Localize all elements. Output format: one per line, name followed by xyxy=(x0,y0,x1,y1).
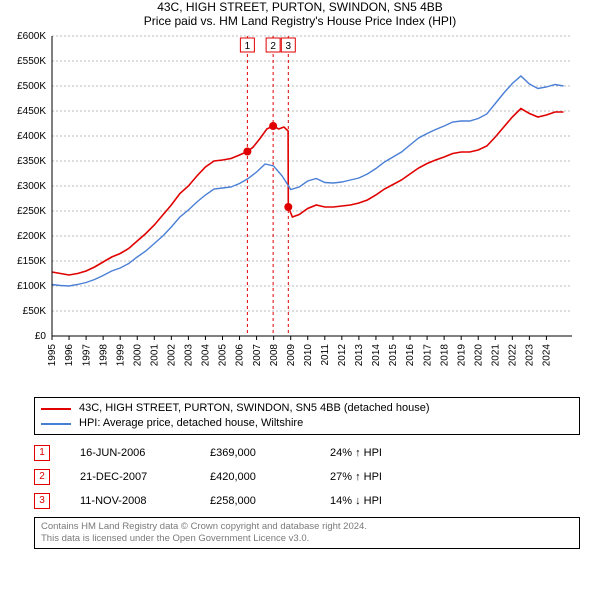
transaction-marker: 3 xyxy=(34,493,50,509)
transaction-row: 3 11-NOV-2008£258,00014% ↓ HPI xyxy=(34,489,580,513)
transaction-delta: 27% ↑ HPI xyxy=(330,471,382,483)
svg-text:2012: 2012 xyxy=(337,344,348,367)
svg-text:£550K: £550K xyxy=(17,56,46,67)
svg-text:2010: 2010 xyxy=(303,344,314,367)
price-chart: £0 £50K £100K £150K £200K £250K £300K £350K £400… xyxy=(0,28,600,391)
transaction-date: 11-NOV-2008 xyxy=(80,495,210,507)
chart-svg: £0 £50K £100K £150K £200K £250K £300K £350K £400… xyxy=(0,28,600,386)
transaction-price: £369,000 xyxy=(210,447,330,459)
svg-text:2013: 2013 xyxy=(354,344,365,367)
transaction-delta: 14% ↓ HPI xyxy=(330,495,382,507)
svg-text:2001: 2001 xyxy=(149,344,160,367)
svg-text:2011: 2011 xyxy=(320,344,331,366)
legend-swatch xyxy=(41,423,71,425)
svg-text:2005: 2005 xyxy=(218,344,229,367)
svg-text:1996: 1996 xyxy=(64,344,75,367)
transaction-marker: 1 xyxy=(34,445,50,461)
transaction-date: 16-JUN-2006 xyxy=(80,447,210,459)
transactions-table: 1 16-JUN-2006£369,00024% ↑ HPI 2 21-DEC-200… xyxy=(34,441,580,513)
svg-text:2014: 2014 xyxy=(371,344,382,367)
svg-text:2006: 2006 xyxy=(235,344,246,367)
transaction-price: £258,000 xyxy=(210,495,330,507)
svg-text:2023: 2023 xyxy=(525,344,536,367)
svg-text:£450K: £450K xyxy=(17,106,46,117)
attribution-footer: Contains HM Land Registry data © Crown c… xyxy=(34,517,580,549)
svg-text:£500K: £500K xyxy=(17,81,46,92)
svg-text:2015: 2015 xyxy=(388,344,399,367)
svg-text:1995: 1995 xyxy=(47,344,58,367)
svg-text:2: 2 xyxy=(270,41,276,52)
svg-text:£250K: £250K xyxy=(17,206,46,217)
svg-text:2007: 2007 xyxy=(252,344,263,367)
svg-text:£600K: £600K xyxy=(17,31,46,42)
svg-text:2019: 2019 xyxy=(456,344,467,367)
transaction-row: 2 21-DEC-2007£420,00027% ↑ HPI xyxy=(34,465,580,489)
svg-text:2024: 2024 xyxy=(542,344,553,367)
svg-text:2008: 2008 xyxy=(269,344,280,367)
svg-text:2020: 2020 xyxy=(473,344,484,367)
svg-text:2016: 2016 xyxy=(405,344,416,367)
svg-text:1999: 1999 xyxy=(115,344,126,367)
svg-text:£50K: £50K xyxy=(23,306,47,317)
svg-text:3: 3 xyxy=(286,41,292,52)
page-subtitle: Price paid vs. HM Land Registry's House … xyxy=(0,14,600,28)
transaction-price: £420,000 xyxy=(210,471,330,483)
svg-text:2017: 2017 xyxy=(422,344,433,367)
legend-label: HPI: Average price, detached house, Wilt… xyxy=(79,416,303,431)
svg-text:£300K: £300K xyxy=(17,181,46,192)
legend-label: 43C, HIGH STREET, PURTON, SWINDON, SN5 4… xyxy=(79,401,430,416)
svg-text:2009: 2009 xyxy=(286,344,297,367)
svg-text:2000: 2000 xyxy=(132,344,143,367)
svg-text:£0: £0 xyxy=(35,331,47,342)
svg-text:1997: 1997 xyxy=(81,344,92,367)
svg-text:£200K: £200K xyxy=(17,231,46,242)
transaction-delta: 24% ↑ HPI xyxy=(330,447,382,459)
svg-text:2018: 2018 xyxy=(439,344,450,367)
svg-text:£150K: £150K xyxy=(17,256,46,267)
svg-text:2002: 2002 xyxy=(167,344,178,367)
transaction-row: 1 16-JUN-2006£369,00024% ↑ HPI xyxy=(34,441,580,465)
svg-text:£350K: £350K xyxy=(17,156,46,167)
transaction-marker: 2 xyxy=(34,469,50,485)
svg-text:2022: 2022 xyxy=(508,344,519,367)
legend-swatch xyxy=(41,408,71,410)
page-title: 43C, HIGH STREET, PURTON, SWINDON, SN5 4… xyxy=(0,0,600,14)
svg-text:2003: 2003 xyxy=(184,344,195,367)
svg-text:2021: 2021 xyxy=(490,344,501,367)
footer-line: Contains HM Land Registry data © Crown c… xyxy=(41,521,573,533)
svg-text:2004: 2004 xyxy=(201,344,212,367)
svg-text:£400K: £400K xyxy=(17,131,46,142)
legend-item: 43C, HIGH STREET, PURTON, SWINDON, SN5 4… xyxy=(41,401,573,416)
transaction-date: 21-DEC-2007 xyxy=(80,471,210,483)
footer-line: This data is licensed under the Open Gov… xyxy=(41,533,573,545)
svg-text:£100K: £100K xyxy=(17,281,46,292)
chart-legend: 43C, HIGH STREET, PURTON, SWINDON, SN5 4… xyxy=(34,397,580,435)
legend-item: HPI: Average price, detached house, Wilt… xyxy=(41,416,573,431)
svg-text:1: 1 xyxy=(245,41,251,52)
svg-text:1998: 1998 xyxy=(98,344,109,367)
